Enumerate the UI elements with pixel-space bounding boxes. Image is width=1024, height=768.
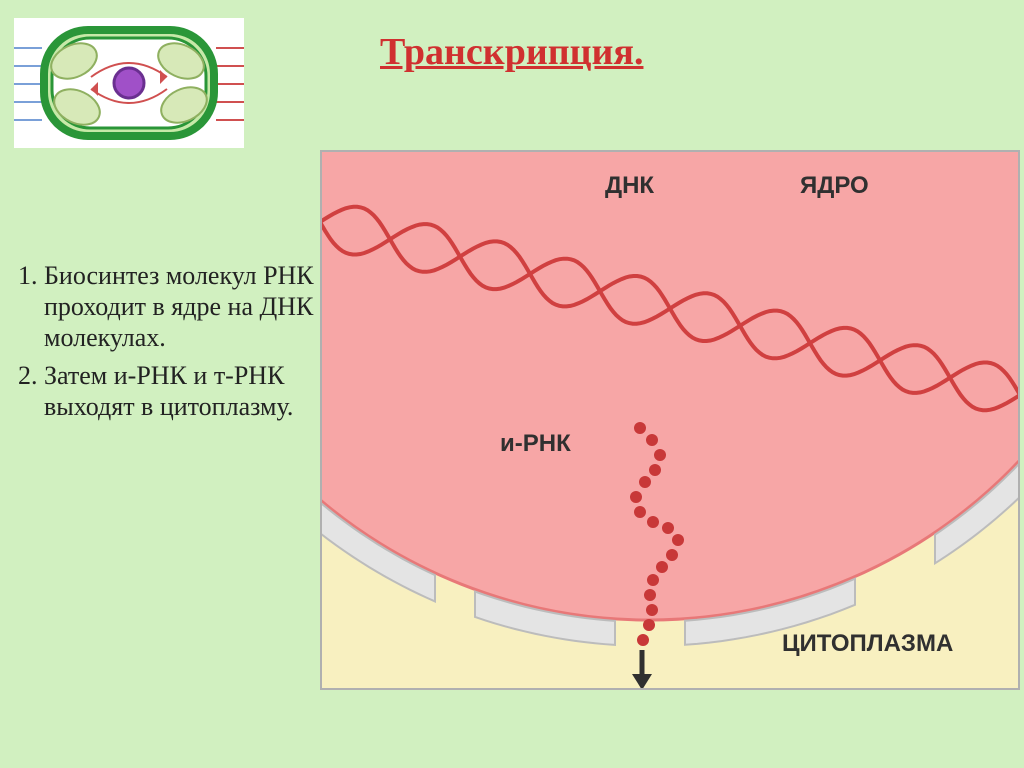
cell-icon: [14, 18, 244, 148]
diagram-svg: [320, 150, 1020, 690]
body-text: Биосинтез молекул РНК проходит в ядре на…: [14, 260, 314, 428]
label-cytoplasm: ЦИТОПЛАЗМА: [782, 630, 953, 658]
label-mrna: и-РНК: [500, 430, 571, 458]
body-list: Биосинтез молекул РНК проходит в ядре на…: [14, 260, 314, 422]
slide: Транскрипция. Биосинтез молекул РНК прох…: [0, 0, 1024, 768]
label-dna: ДНК: [605, 172, 654, 200]
label-nucleus: ЯДРО: [800, 172, 869, 200]
list-item: Затем и-РНК и т-РНК выходят в цитоплазму…: [44, 360, 314, 422]
list-item: Биосинтез молекул РНК проходит в ядре на…: [44, 260, 314, 354]
cell-icon-svg: [14, 18, 244, 148]
slide-title: Транскрипция.: [380, 30, 643, 74]
transcription-diagram: ДНК ЯДРО и-РНК ЦИТОПЛАЗМА: [320, 150, 1020, 690]
